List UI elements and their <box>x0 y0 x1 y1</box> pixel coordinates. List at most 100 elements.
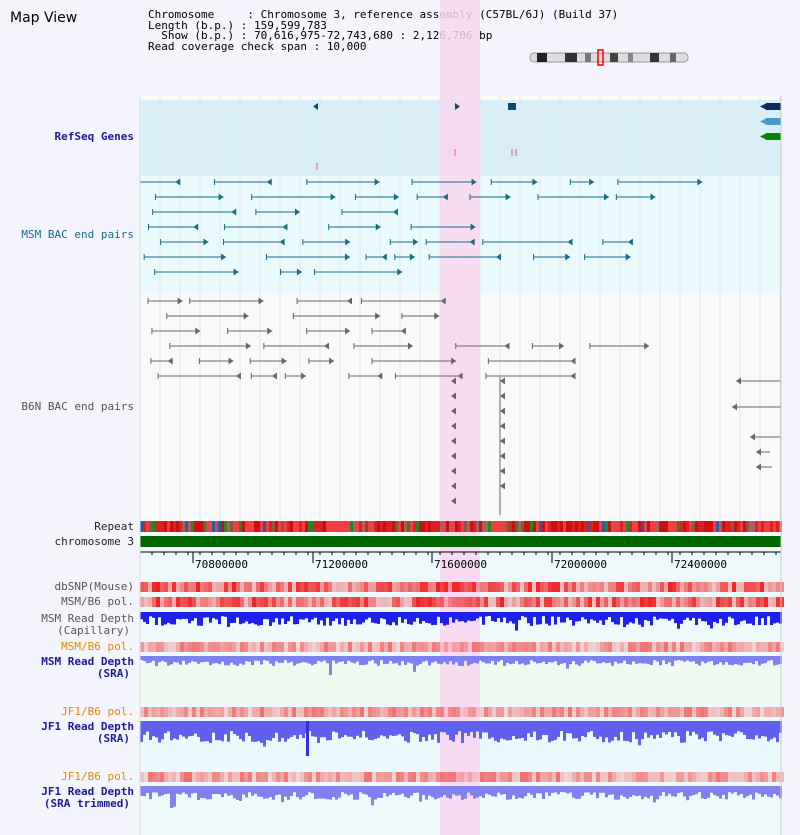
jf1-sra-depth-bar <box>743 721 746 735</box>
msm-b6-pol-cell <box>696 642 700 652</box>
repeat-segment <box>221 521 224 532</box>
jf1-trimmed-depth-bar <box>386 786 389 797</box>
msm-b6-pol-cell <box>592 642 596 652</box>
jf1-trimmed-depth-bar <box>566 786 569 794</box>
msm-b6-pol-cell <box>556 642 560 652</box>
msm-bac-pair <box>413 238 419 246</box>
jf1-sra-depth-bar <box>218 721 221 741</box>
msm-b6-pol-cell <box>452 642 456 652</box>
msm-b6-pol-cell <box>700 642 704 652</box>
msm-sra-depth-bar <box>374 656 377 664</box>
msm-sra-depth-bar <box>509 656 512 665</box>
msm-b6-pol-cell <box>704 642 708 652</box>
msm-capillary-depth-bar <box>512 612 515 624</box>
msm-b6-pol-cell <box>620 597 624 607</box>
repeat-segment <box>629 521 632 532</box>
msm-sra-depth-bar <box>179 656 182 665</box>
jf1-b6-pol-cell <box>400 772 404 782</box>
jf1-sra-depth-bar <box>632 721 635 733</box>
msm-b6-pol-cell <box>512 597 516 607</box>
msm-b6-pol-label-2[interactable]: MSM/B6 pol. <box>61 640 134 653</box>
jf1-sra-depth-bar <box>605 721 608 738</box>
msm-bac-pair <box>625 253 631 261</box>
jf1-b6-pol-cell <box>568 707 572 717</box>
jf1-b6-pol-cell <box>348 772 352 782</box>
jf1-sra-depth-bar <box>257 721 260 742</box>
jf1-trimmed-depth-bar <box>419 786 422 802</box>
msm-capillary-depth-bar <box>539 612 542 625</box>
repeat-segment <box>380 521 383 532</box>
msm-b6-pol-cell <box>736 597 740 607</box>
msm-capillary-depth-bar <box>326 612 329 618</box>
msm-b6-pol-cell <box>260 597 264 607</box>
repeat-segment <box>602 521 605 532</box>
msm-b6-pol-label-1[interactable]: MSM/B6 pol. <box>61 595 134 608</box>
msm-b6-pol-cell <box>704 597 708 607</box>
jf1-sra-depth-bar <box>647 721 650 738</box>
jf1-trimmed-depth-bar <box>359 786 362 793</box>
jf1-b6-pol-cell <box>756 772 760 782</box>
dbsnp-track-label[interactable]: dbSNP(Mouse) <box>54 580 134 593</box>
repeat-segment <box>191 521 194 532</box>
jf1-b6-pol-cell <box>280 772 284 782</box>
jf1-b6-pol-label-1[interactable]: JF1/B6 pol. <box>61 705 134 718</box>
msm-capillary-depth-bar <box>722 612 725 626</box>
jf1-trimmed-depth-bar <box>677 786 680 793</box>
msm-sra-depth-bar <box>707 656 710 662</box>
jf1-trimmed-depth-bar <box>653 786 656 803</box>
jf1-sra-depth-bar <box>410 721 413 732</box>
repeat-segment <box>443 521 446 532</box>
jf1-trimmed-depth-bar <box>629 786 632 797</box>
b6n-bac-track-label[interactable]: B6N BAC end pairs <box>21 400 134 413</box>
dbsnp-cell <box>232 582 236 592</box>
msm-sra-depth-bar <box>158 656 161 663</box>
jf1-trimmed-depth-bar <box>542 786 545 799</box>
msm-sra-depth-bar <box>413 656 416 672</box>
jf1-sra-depth-bar <box>437 721 440 743</box>
msm-b6-pol-cell <box>436 597 440 607</box>
msm-b6-pol-cell <box>740 597 744 607</box>
msm-bac-track-label[interactable]: MSM BAC end pairs <box>21 228 134 241</box>
msm-b6-pol-cell <box>352 642 356 652</box>
b6n-bac-end <box>451 497 456 505</box>
dbsnp-cell <box>192 582 196 592</box>
msm-bac-pair <box>375 223 381 231</box>
jf1-b6-pol-cell <box>668 707 672 717</box>
repeat-segment <box>683 521 686 532</box>
msm-sra-depth-bar <box>308 656 311 664</box>
jf1-b6-pol-cell <box>504 772 508 782</box>
msm-b6-pol-cell <box>256 597 260 607</box>
refseq-track-label[interactable]: RefSeq Genes <box>54 130 134 143</box>
msm-b6-pol-cell <box>520 642 524 652</box>
jf1-sra-depth-bar <box>209 721 212 743</box>
jf1-b6-pol-cell <box>424 772 428 782</box>
jf1-read-depth-trimmed-label[interactable]: JF1 Read Depth (SRA trimmed) <box>0 786 134 810</box>
msm-read-depth-capillary-label[interactable]: MSM Read Depth (Capillary) <box>0 613 134 637</box>
dbsnp-cell <box>644 582 648 592</box>
msm-sra-depth-bar <box>392 656 395 664</box>
msm-sra-depth-bar <box>470 656 473 665</box>
msm-b6-pol-cell <box>380 597 384 607</box>
repeat-segment <box>740 521 743 532</box>
msm-b6-pol-cell <box>396 597 400 607</box>
msm-b6-pol-cell <box>444 597 448 607</box>
jf1-trimmed-depth-bar <box>554 786 557 793</box>
jf1-read-depth-sra-label[interactable]: JF1 Read Depth (SRA) <box>0 721 134 745</box>
msm-b6-pol-cell <box>736 642 740 652</box>
jf1-sra-depth-bar <box>587 721 590 733</box>
jf1-b6-pol-label-2[interactable]: JF1/B6 pol. <box>61 770 134 783</box>
jf1-trimmed-depth-bar <box>626 786 629 799</box>
repeat-segment <box>455 521 458 532</box>
jf1-b6-pol-cell <box>200 707 204 717</box>
repeat-segment <box>623 521 626 532</box>
jf1-b6-pol-cell <box>608 772 612 782</box>
jf1-b6-pol-cell <box>172 707 176 717</box>
msm-read-depth-sra-label[interactable]: MSM Read Depth (SRA) <box>0 656 134 680</box>
jf1-sra-depth-bar <box>686 721 689 732</box>
msm-b6-pol-cell <box>284 597 288 607</box>
dbsnp-cell <box>344 582 348 592</box>
jf1-trimmed-depth-bar <box>752 786 755 800</box>
jf1-sra-depth-bar <box>470 721 473 732</box>
msm-sra-depth-bar <box>362 656 365 666</box>
